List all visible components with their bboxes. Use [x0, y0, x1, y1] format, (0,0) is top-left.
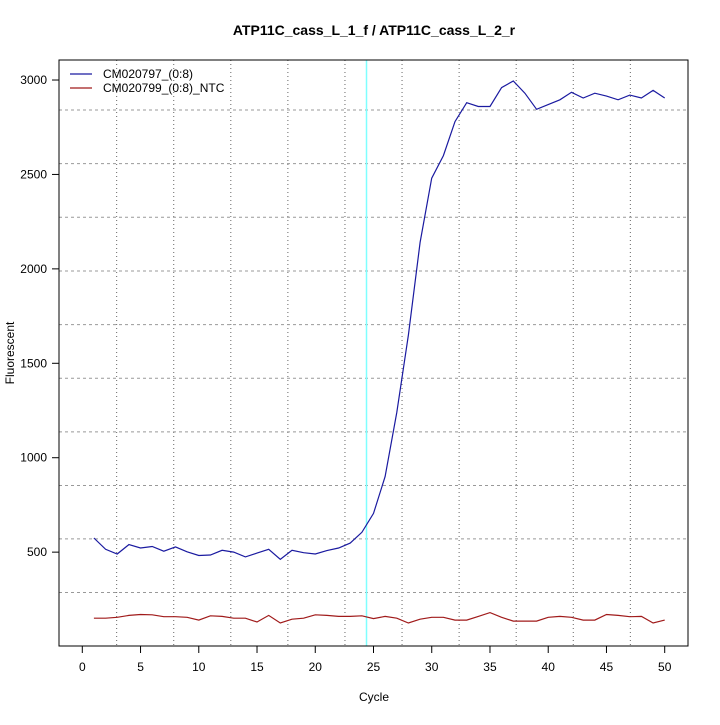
x-tick-label: 50: [658, 660, 672, 674]
series-line-0: [93, 80, 666, 561]
y-tick-label: 2000: [20, 262, 47, 276]
series-group: [93, 80, 666, 624]
grid: [59, 60, 688, 646]
x-tick-label: 25: [367, 660, 381, 674]
chart-title: ATP11C_cass_L_1_f / ATP11C_cass_L_2_r: [233, 22, 516, 38]
y-axis-label: Fluorescent: [3, 321, 17, 384]
legend-label-1: CM020799_(0:8)_NTC: [103, 81, 225, 95]
y-tick-label: 2500: [20, 167, 47, 181]
x-tick-label: 30: [425, 660, 439, 674]
legend: CM020797_(0:8)CM020799_(0:8)_NTC: [70, 67, 225, 95]
y-tick-label: 1500: [20, 356, 47, 370]
y-tick-label: 1000: [20, 451, 47, 465]
x-tick-label: 10: [192, 660, 206, 674]
x-tick-label: 35: [483, 660, 497, 674]
y-tick-label: 3000: [20, 73, 47, 87]
x-tick-label: 0: [79, 660, 86, 674]
x-axis-label: Cycle: [359, 690, 389, 704]
x-tick-label: 15: [250, 660, 264, 674]
x-tick-label: 5: [137, 660, 144, 674]
x-tick-label: 20: [309, 660, 323, 674]
plot-frame: [58, 59, 689, 647]
x-tick-label: 40: [542, 660, 556, 674]
x-tick-label: 45: [600, 660, 614, 674]
x-axis: 0 5 10 15 20 25 30 35 40 45 50: [79, 646, 672, 674]
y-axis: 500 1000 1500 2000 2500 3000: [20, 73, 59, 559]
series-line-1: [93, 611, 665, 624]
y-tick-label: 500: [27, 545, 47, 559]
legend-label-0: CM020797_(0:8): [103, 67, 193, 81]
